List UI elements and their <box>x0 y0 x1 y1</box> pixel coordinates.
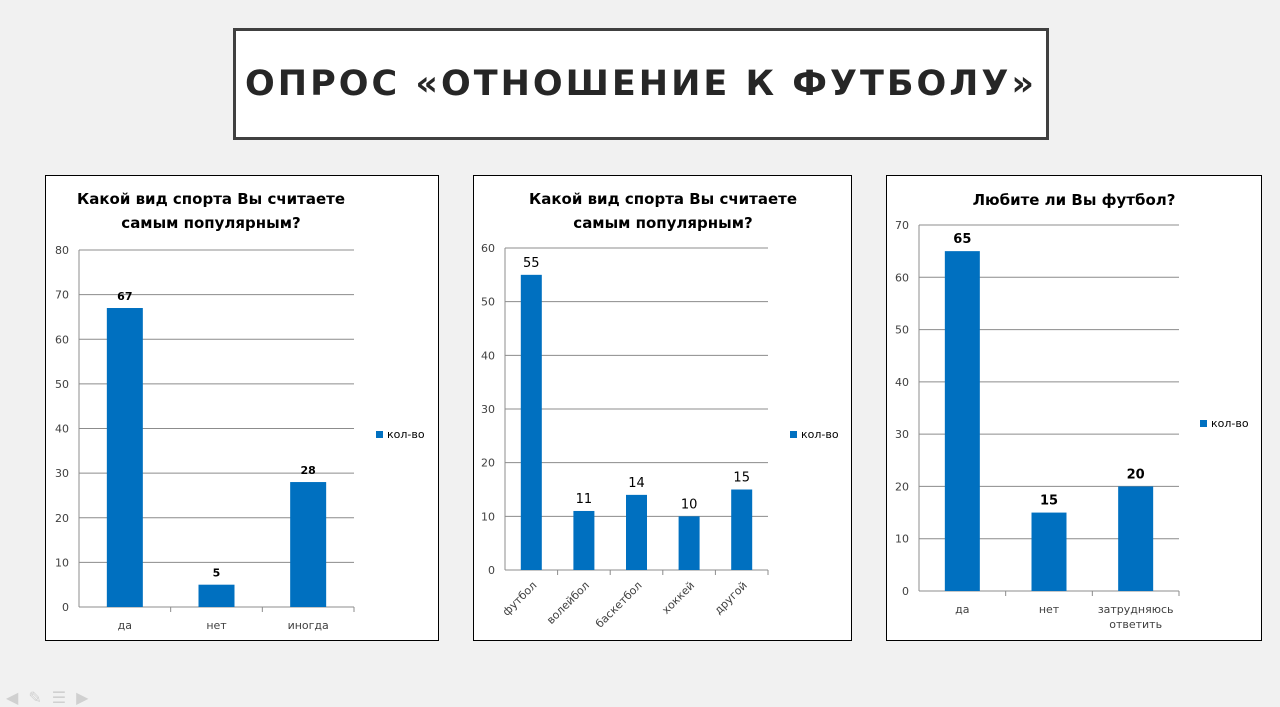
data-label: 28 <box>301 464 316 477</box>
category-label: нет <box>206 619 227 632</box>
bar <box>573 510 595 570</box>
y-tick-label: 0 <box>902 585 909 598</box>
category-label: хоккей <box>659 579 697 617</box>
bar <box>1031 512 1067 591</box>
y-tick-label: 70 <box>55 289 69 302</box>
y-tick-label: 30 <box>55 467 69 480</box>
pen-icon[interactable]: ✎ <box>28 688 42 707</box>
data-label: 67 <box>117 290 132 303</box>
category-label: ответить <box>1109 618 1162 631</box>
y-tick-label: 60 <box>55 333 69 346</box>
chart-svg: Какой вид спорта Вы считаете самым популя… <box>55 190 425 632</box>
y-tick-label: 10 <box>895 533 909 546</box>
slide-title: ОПРОС «ОТНОШЕНИЕ К ФУТБОЛУ» <box>245 64 1037 104</box>
data-label: 55 <box>523 256 540 271</box>
menu-icon[interactable]: ☰ <box>51 688 67 707</box>
bar <box>944 251 980 591</box>
category-label: да <box>955 603 969 616</box>
legend-label: кол-во <box>801 428 839 441</box>
y-tick-label: 80 <box>55 244 69 257</box>
chart-svg: Какой вид спорта Вы считаете самым популя… <box>481 190 839 631</box>
bar <box>520 274 542 570</box>
category-label: баскетбол <box>593 579 645 631</box>
legend-swatch <box>790 431 797 438</box>
chart-title-line: самым популярным? <box>573 214 752 232</box>
bar <box>106 308 143 607</box>
data-label: 15 <box>733 471 750 486</box>
chart-title-line: Какой вид спорта Вы считаете <box>529 190 797 208</box>
y-tick-label: 30 <box>895 428 909 441</box>
y-tick-label: 50 <box>895 324 909 337</box>
y-tick-label: 40 <box>55 423 69 436</box>
slide-title-box: ОПРОС «ОТНОШЕНИЕ К ФУТБОЛУ» <box>233 28 1049 140</box>
category-label: затрудняюсь <box>1098 603 1174 616</box>
category-label: футбол <box>500 579 540 619</box>
data-label: 5 <box>213 567 221 580</box>
arrow-right-icon[interactable]: ▶ <box>76 688 89 707</box>
y-tick-label: 40 <box>481 349 495 362</box>
chart-title-line: Любите ли Вы футбол? <box>973 191 1176 209</box>
bar <box>626 494 647 570</box>
data-label: 14 <box>628 476 645 491</box>
data-label: 10 <box>681 497 698 512</box>
chart-love-football: Любите ли Вы футбол? 0 10 20 30 40 50 60 70 65 да 1… <box>886 175 1262 641</box>
chart-title-line: самым популярным? <box>121 214 300 232</box>
category-label: нет <box>1039 603 1060 616</box>
bar <box>290 482 327 607</box>
y-tick-label: 70 <box>895 219 909 232</box>
y-tick-label: 10 <box>481 510 495 523</box>
chart-sport-popularity-2: Какой вид спорта Вы считаете самым популя… <box>473 175 852 641</box>
bar <box>731 489 753 570</box>
y-tick-label: 10 <box>55 556 69 569</box>
y-tick-label: 50 <box>55 378 69 391</box>
chart-title-line: Какой вид спорта Вы считаете <box>77 190 345 208</box>
y-tick-label: 20 <box>55 512 69 525</box>
y-tick-label: 20 <box>481 457 495 470</box>
y-tick-label: 60 <box>895 271 909 284</box>
category-label: другой <box>712 579 750 617</box>
data-label: 20 <box>1127 467 1145 482</box>
legend-label: кол-во <box>387 428 425 441</box>
chart-svg: Любите ли Вы футбол? 0 10 20 30 40 50 60 70 65 да 1… <box>895 191 1249 631</box>
y-tick-label: 30 <box>481 403 495 416</box>
category-label: иногда <box>288 619 329 632</box>
bar <box>198 584 235 607</box>
y-tick-label: 40 <box>895 376 909 389</box>
bar <box>678 516 700 570</box>
y-tick-label: 0 <box>62 601 69 614</box>
data-label: 65 <box>953 232 971 247</box>
category-label: да <box>118 619 132 632</box>
legend-swatch <box>376 431 383 438</box>
legend-label: кол-во <box>1211 417 1249 430</box>
data-label: 15 <box>1040 494 1058 509</box>
y-tick-label: 0 <box>488 564 495 577</box>
arrow-left-icon[interactable]: ◀ <box>6 688 19 707</box>
legend-swatch <box>1200 420 1207 427</box>
bar <box>1118 486 1154 591</box>
slideshow-nav: ◀ ✎ ☰ ▶ <box>6 690 88 706</box>
y-tick-label: 50 <box>481 296 495 309</box>
data-label: 11 <box>576 492 593 507</box>
chart-sport-popularity-1: Какой вид спорта Вы считаете самым популя… <box>45 175 439 641</box>
category-label: волейбол <box>544 579 592 627</box>
y-tick-label: 20 <box>895 480 909 493</box>
y-tick-label: 60 <box>481 242 495 255</box>
